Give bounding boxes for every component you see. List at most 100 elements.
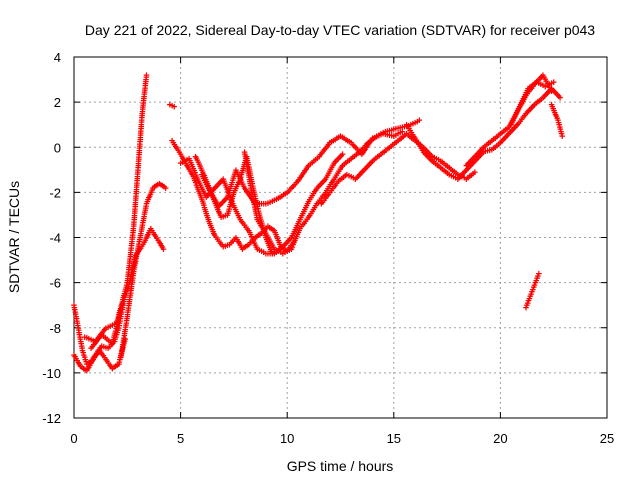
data-point: + xyxy=(419,141,425,153)
data-point: + xyxy=(517,100,523,112)
data-point: + xyxy=(206,216,212,228)
data-point: + xyxy=(517,100,523,112)
data-point: + xyxy=(131,217,137,229)
data-point: + xyxy=(125,273,131,285)
data-point: + xyxy=(292,225,298,237)
data-point: + xyxy=(206,185,212,197)
data-point: + xyxy=(319,148,325,160)
data-point: + xyxy=(236,171,242,183)
data-point: + xyxy=(250,236,256,248)
data-point: + xyxy=(332,134,338,146)
data-point: + xyxy=(192,176,198,188)
data-point: + xyxy=(328,164,334,176)
data-point: + xyxy=(127,290,133,302)
data-point: + xyxy=(433,154,439,166)
data-point: + xyxy=(118,348,124,360)
data-point: + xyxy=(124,284,130,296)
data-point: + xyxy=(422,148,428,160)
data-point: + xyxy=(431,152,437,164)
data-point: + xyxy=(243,222,249,234)
data-point: + xyxy=(248,232,254,244)
data-point: + xyxy=(142,203,148,215)
data-point: + xyxy=(240,181,246,193)
data-point: + xyxy=(265,232,271,244)
data-point: + xyxy=(362,144,368,156)
data-point: + xyxy=(362,141,368,153)
data-point: + xyxy=(251,238,257,250)
data-point: + xyxy=(540,80,546,92)
data-point: + xyxy=(384,126,390,138)
data-point: + xyxy=(82,365,88,377)
data-point: + xyxy=(143,76,149,88)
data-point: + xyxy=(227,192,233,204)
x-tick-label: 20 xyxy=(493,431,507,446)
data-point: + xyxy=(105,343,111,355)
data-point: + xyxy=(107,360,113,372)
data-point: + xyxy=(323,172,329,184)
data-point: + xyxy=(177,158,183,170)
data-point: + xyxy=(261,228,267,240)
data-point: + xyxy=(130,273,136,285)
data-point: + xyxy=(128,286,134,298)
data-point: + xyxy=(494,140,500,152)
data-point: + xyxy=(222,178,228,190)
y-tick-label: 4 xyxy=(54,50,61,65)
data-point: + xyxy=(131,264,137,276)
data-point: + xyxy=(284,187,290,199)
data-point: + xyxy=(397,123,403,135)
data-point: + xyxy=(142,235,148,247)
data-point: + xyxy=(139,220,145,232)
data-point: + xyxy=(524,300,530,312)
data-point: + xyxy=(235,236,241,248)
data-point: + xyxy=(121,329,127,341)
data-point: + xyxy=(249,181,255,193)
data-point: + xyxy=(290,229,296,241)
data-point: + xyxy=(196,159,202,171)
data-point: + xyxy=(95,346,101,358)
data-point: + xyxy=(239,168,245,180)
data-point: + xyxy=(520,96,526,108)
data-point: + xyxy=(407,126,413,138)
data-point: + xyxy=(119,305,125,317)
data-point: + xyxy=(151,229,157,241)
data-point: + xyxy=(101,353,107,365)
data-point: + xyxy=(391,131,397,143)
data-point: + xyxy=(414,137,420,149)
data-point: + xyxy=(502,125,508,137)
data-point: + xyxy=(241,243,247,255)
data-point: + xyxy=(540,93,546,105)
data-point: + xyxy=(88,335,94,347)
data-point: + xyxy=(542,74,548,86)
data-point: + xyxy=(545,87,551,99)
data-point: + xyxy=(132,260,138,272)
data-point: + xyxy=(201,188,207,200)
data-point: + xyxy=(367,136,373,148)
data-point: + xyxy=(526,293,532,305)
data-point: + xyxy=(346,171,352,183)
data-point: + xyxy=(416,139,422,151)
data-point: + xyxy=(297,173,303,185)
data-point: + xyxy=(118,351,124,363)
data-point: + xyxy=(523,302,529,314)
data-point: + xyxy=(130,228,136,240)
data-point: + xyxy=(139,106,145,118)
data-point: + xyxy=(88,343,94,355)
data-point: + xyxy=(131,257,137,269)
data-point: + xyxy=(337,164,343,176)
data-point: + xyxy=(156,237,162,249)
data-point: + xyxy=(142,205,148,217)
data-point: + xyxy=(264,230,270,242)
data-point: + xyxy=(489,145,495,157)
data-point: + xyxy=(143,233,149,245)
data-point: + xyxy=(121,288,127,300)
data-point: + xyxy=(344,156,350,168)
data-point: + xyxy=(132,258,138,270)
data-point: + xyxy=(171,139,177,151)
data-point: + xyxy=(311,203,317,215)
data-point: + xyxy=(497,129,503,141)
data-point: + xyxy=(225,188,231,200)
series-arc-7: ++++++++++++++++++++++++++++++++++++++++… xyxy=(169,136,297,259)
data-point: + xyxy=(465,173,471,185)
data-point: + xyxy=(298,171,304,183)
data-point: + xyxy=(524,107,530,119)
